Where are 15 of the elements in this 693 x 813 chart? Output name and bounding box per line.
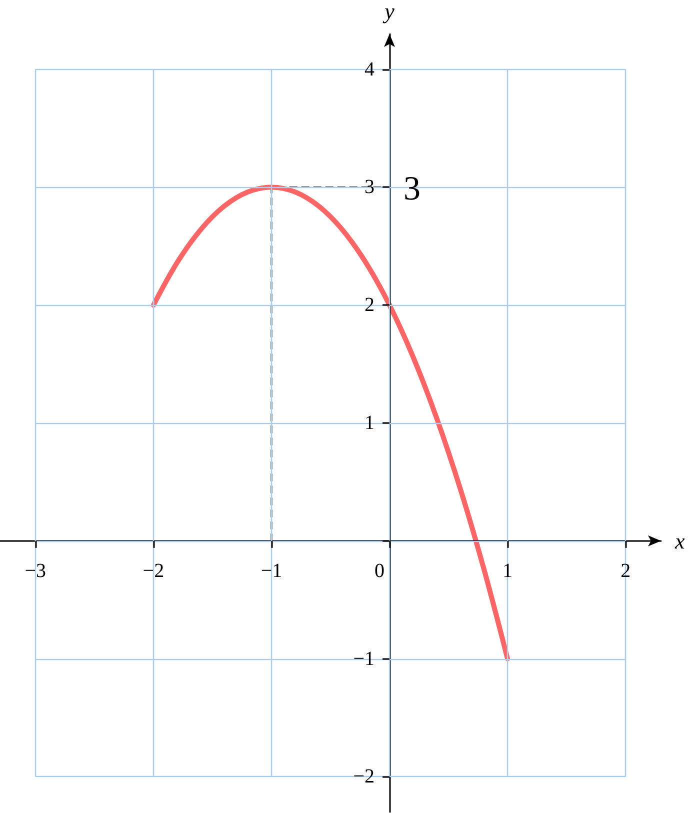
y-tick-label: −1: [353, 648, 375, 670]
x-tick-label: −1: [260, 560, 282, 582]
x-tick-label: −2: [142, 560, 164, 582]
x-tick-label: 0: [374, 560, 385, 582]
y-tick-label: 4: [364, 58, 375, 80]
y-tick-label: 1: [364, 412, 375, 434]
y-tick-label: 3: [364, 176, 375, 198]
annotation: 3: [404, 170, 421, 208]
x-axis-title: x: [674, 528, 685, 554]
x-tick-label: −3: [24, 560, 46, 582]
y-axis-title: y: [382, 0, 395, 24]
y-tick-label: −2: [353, 766, 375, 788]
y-tick-label: 2: [364, 294, 375, 316]
x-tick-label: 1: [502, 560, 513, 582]
x-tick-label: 2: [620, 560, 631, 582]
